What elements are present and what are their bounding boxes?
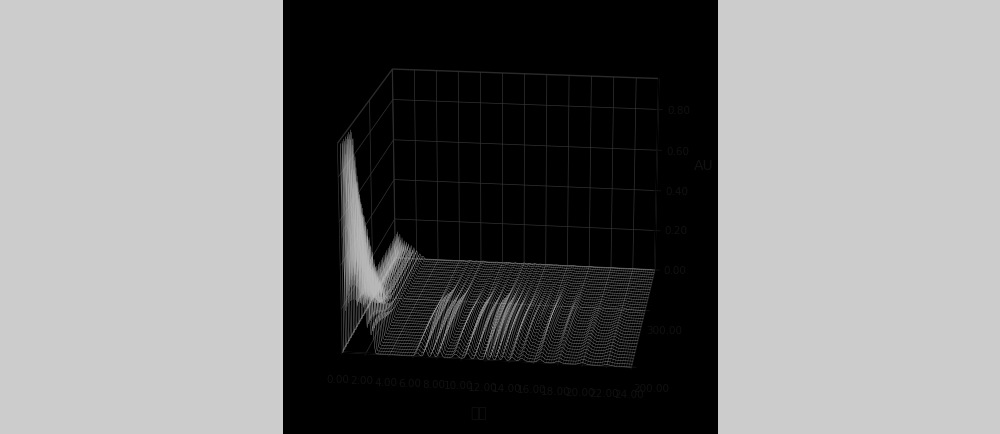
X-axis label: 分钟: 分钟 bbox=[470, 405, 487, 419]
